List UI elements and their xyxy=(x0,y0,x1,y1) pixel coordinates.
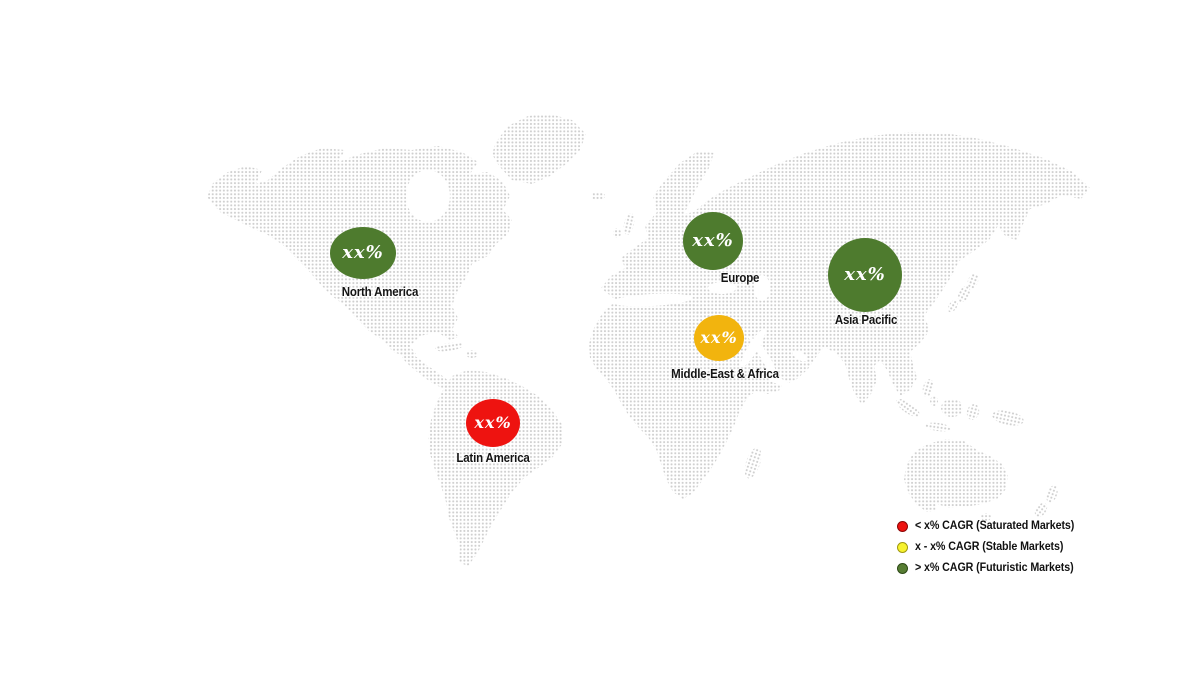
sea-mediterranean xyxy=(612,293,692,307)
island-hispaniola xyxy=(466,350,478,358)
island-ireland xyxy=(613,228,621,238)
gulf-of-aden xyxy=(768,377,788,385)
legend-item-saturated: < x% CAGR (Saturated Markets) xyxy=(897,520,1086,532)
legend-dot-futuristic xyxy=(897,562,908,574)
region-label-europe: Europe xyxy=(720,271,760,285)
continents xyxy=(207,114,1090,566)
continent-south-america xyxy=(428,370,563,566)
legend-dot-saturated xyxy=(897,520,908,532)
island-japan-main xyxy=(957,285,971,303)
region-bubble-north-america: xx% xyxy=(330,227,396,279)
island-java xyxy=(925,422,951,432)
region-bubble-europe: xx% xyxy=(683,212,743,270)
island-japan-north xyxy=(967,273,979,289)
sea-hudson-bay xyxy=(406,170,450,222)
region-value: xx% xyxy=(342,241,384,263)
legend-label-stable: x - x% CAGR (Stable Markets) xyxy=(915,541,1064,553)
region-bubble-asia-pacific: xx% xyxy=(828,238,902,312)
island-sulawesi xyxy=(966,404,980,420)
island-philippines-south xyxy=(930,396,938,406)
island-madagascar xyxy=(744,447,762,479)
sea-red xyxy=(740,329,766,367)
island-japan-south xyxy=(947,299,959,313)
region-label-asia-pacific: Asia Pacific xyxy=(834,313,898,327)
region-label-middle-east-africa: Middle-East & Africa xyxy=(671,367,779,381)
island-cuba xyxy=(435,342,463,352)
sea-caspian xyxy=(754,275,770,301)
region-label-north-america: North America xyxy=(341,285,419,299)
sea-black xyxy=(708,282,736,294)
region-value: xx% xyxy=(474,412,512,432)
legend-item-stable: x - x% CAGR (Stable Markets) xyxy=(897,541,1086,553)
legend-label-futuristic: > x% CAGR (Futuristic Markets) xyxy=(915,562,1074,574)
legend: < x% CAGR (Saturated Markets) x - x% CAGR… xyxy=(897,520,1086,583)
legend-label-saturated: < x% CAGR (Saturated Markets) xyxy=(915,520,1075,532)
island-philippines-north xyxy=(922,379,934,397)
persian-gulf xyxy=(792,350,808,362)
seas xyxy=(406,170,808,385)
region-value: xx% xyxy=(700,327,738,347)
region-central-america xyxy=(402,350,450,390)
island-tasmania xyxy=(981,513,991,521)
island-greenland xyxy=(492,114,586,184)
region-label-latin-america: Latin America xyxy=(456,451,530,465)
island-great-britain xyxy=(623,213,635,235)
region-value: xx% xyxy=(692,229,734,251)
region-bubble-middle-east-africa: xx% xyxy=(694,315,744,361)
island-sumatra xyxy=(896,398,920,418)
legend-item-futuristic: > x% CAGR (Futuristic Markets) xyxy=(897,562,1086,574)
island-new-zealand-north xyxy=(1046,485,1058,503)
region-bubble-latin-america: xx% xyxy=(466,399,520,447)
legend-dot-stable xyxy=(897,541,908,553)
island-iceland xyxy=(591,192,605,200)
continent-australia xyxy=(904,439,1008,512)
island-new-zealand-south xyxy=(1034,502,1048,518)
region-value: xx% xyxy=(844,263,886,285)
island-borneo xyxy=(941,399,963,417)
island-new-guinea xyxy=(992,410,1024,426)
